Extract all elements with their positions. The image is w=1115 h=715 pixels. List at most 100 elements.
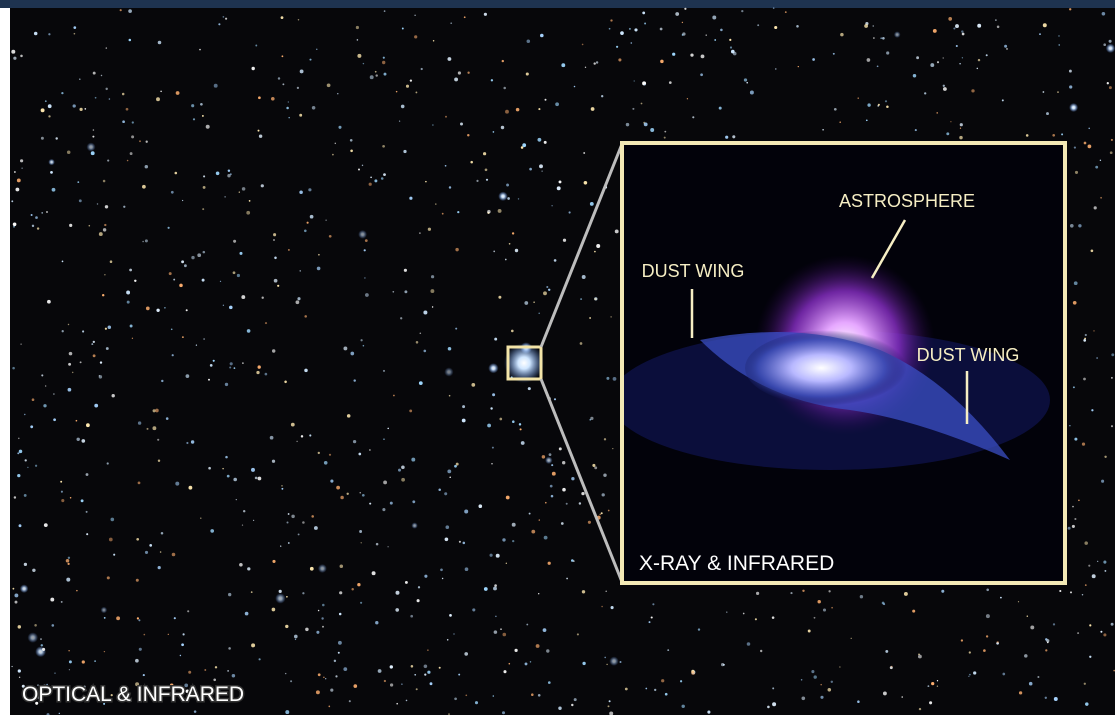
star xyxy=(490,554,493,557)
star xyxy=(839,121,841,123)
star xyxy=(129,269,132,272)
star xyxy=(486,179,488,181)
star xyxy=(182,336,184,338)
star xyxy=(571,477,574,480)
star xyxy=(200,518,201,519)
star xyxy=(1052,134,1055,137)
star xyxy=(87,143,96,152)
star xyxy=(272,560,275,563)
star xyxy=(551,205,552,206)
star xyxy=(390,502,393,505)
star xyxy=(969,674,971,676)
star xyxy=(265,322,267,324)
star xyxy=(181,260,184,263)
star xyxy=(684,8,686,10)
star xyxy=(1100,160,1101,161)
star xyxy=(318,254,320,256)
star xyxy=(338,641,342,645)
star xyxy=(176,91,180,95)
star xyxy=(1037,676,1039,678)
star xyxy=(1085,584,1087,586)
star xyxy=(395,608,399,612)
star xyxy=(866,119,868,121)
star xyxy=(179,284,183,288)
star xyxy=(24,414,25,415)
star xyxy=(146,307,150,311)
star xyxy=(93,72,96,75)
star xyxy=(531,530,535,534)
star xyxy=(48,33,50,35)
star xyxy=(1111,623,1114,626)
star xyxy=(384,73,387,76)
star xyxy=(652,603,654,605)
star xyxy=(91,343,93,345)
star xyxy=(927,685,929,687)
star xyxy=(538,694,541,697)
star xyxy=(680,680,682,682)
star xyxy=(814,675,817,678)
star xyxy=(401,478,405,482)
star xyxy=(604,438,606,440)
star xyxy=(376,74,378,76)
star xyxy=(230,362,233,365)
star xyxy=(997,26,1000,29)
star xyxy=(1111,425,1113,427)
star xyxy=(1103,561,1106,564)
star xyxy=(546,286,548,288)
star xyxy=(213,360,215,362)
star xyxy=(15,601,18,604)
star xyxy=(375,71,377,73)
star xyxy=(309,434,311,436)
star xyxy=(682,22,683,23)
star xyxy=(592,464,595,467)
star xyxy=(610,316,611,317)
star xyxy=(208,467,211,470)
star xyxy=(831,681,833,683)
star xyxy=(41,137,44,140)
star xyxy=(589,419,591,421)
star xyxy=(490,407,492,409)
star xyxy=(138,482,141,485)
star xyxy=(1006,48,1008,50)
star xyxy=(14,593,18,597)
star xyxy=(690,53,693,56)
star xyxy=(258,477,262,481)
star xyxy=(46,211,48,213)
star xyxy=(357,583,360,586)
star xyxy=(554,398,556,400)
star xyxy=(632,108,634,110)
star xyxy=(1057,91,1059,93)
star xyxy=(561,522,564,525)
star xyxy=(274,279,278,283)
star xyxy=(414,15,415,16)
star xyxy=(1058,35,1059,36)
star xyxy=(506,496,510,500)
star xyxy=(571,559,574,562)
star xyxy=(305,628,308,631)
star xyxy=(144,634,146,636)
star xyxy=(603,473,606,476)
star xyxy=(425,181,427,183)
star xyxy=(45,385,46,386)
star xyxy=(126,291,130,295)
star xyxy=(142,185,146,189)
screenshot: ASTROSPHERE DUST WING DUST WING X-RAY & … xyxy=(0,0,1115,715)
star xyxy=(174,617,176,619)
star xyxy=(101,607,108,614)
star xyxy=(563,239,566,242)
star xyxy=(591,107,595,111)
star xyxy=(418,586,420,588)
star xyxy=(215,666,217,668)
star xyxy=(543,291,547,295)
star xyxy=(404,290,407,293)
star xyxy=(933,29,937,33)
star xyxy=(360,339,362,341)
star xyxy=(644,84,645,85)
star xyxy=(275,593,285,603)
star xyxy=(552,472,556,476)
star xyxy=(126,108,129,111)
star xyxy=(139,140,141,142)
star xyxy=(350,352,354,356)
star xyxy=(1000,597,1002,599)
star xyxy=(360,602,362,604)
